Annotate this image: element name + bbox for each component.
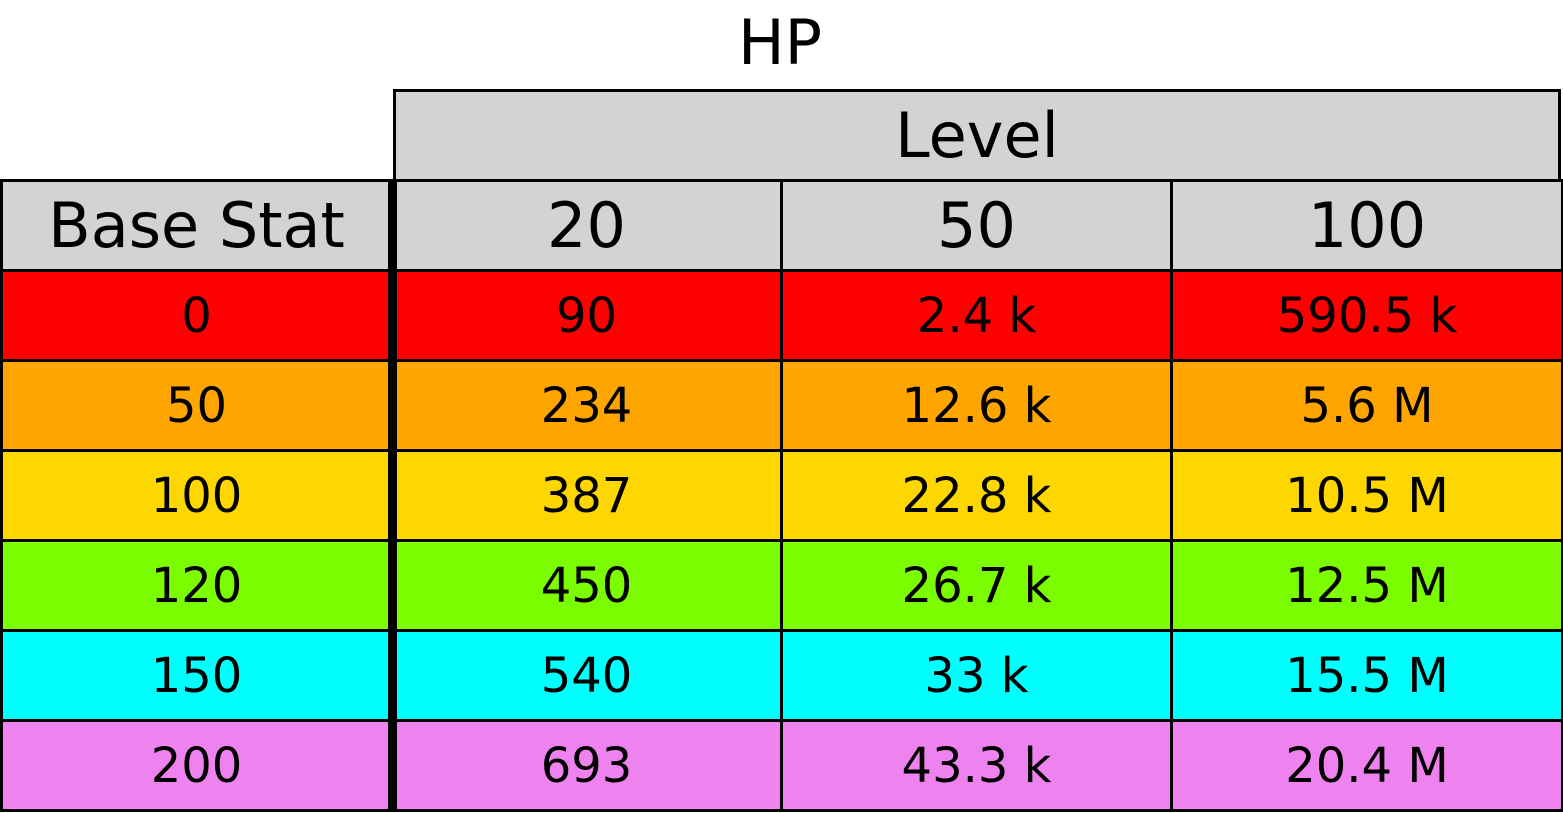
base-stat-cell: 100 [0,449,393,542]
base-stat-cell: 50 [0,359,393,452]
base-stat-cell: 150 [0,629,393,722]
hp-value-cell: 540 [390,629,783,722]
table-title-text: HP [737,6,823,79]
hp-value-cell: 20.4 M [1170,719,1563,812]
hp-value-cell: 12.6 k [780,359,1173,452]
hp-value-cell: 43.3 k [780,719,1173,812]
hp-value-cell: 693 [390,719,783,812]
hp-value-cell: 590.5 k [1170,269,1563,362]
hp-value-cell: 234 [390,359,783,452]
level-column-header: 50 [780,179,1173,272]
base-stat-header: Base Stat [0,179,393,272]
base-stat-cell: 0 [0,269,393,362]
level-group-header: Level [393,89,1561,182]
hp-value-cell: 90 [390,269,783,362]
hp-value-cell: 450 [390,539,783,632]
hp-value-cell: 26.7 k [780,539,1173,632]
hp-value-cell: 2.4 k [780,269,1173,362]
hp-value-cell: 15.5 M [1170,629,1563,722]
hp-value-cell: 12.5 M [1170,539,1563,632]
hp-value-cell: 22.8 k [780,449,1173,542]
hp-value-cell: 5.6 M [1170,359,1563,452]
hp-value-cell: 10.5 M [1170,449,1563,542]
hp-value-cell: 33 k [780,629,1173,722]
base-stat-cell: 120 [0,539,393,632]
table-title: HP [0,0,1563,86]
hp-value-cell: 387 [390,449,783,542]
base-stat-cell: 200 [0,719,393,812]
level-column-header: 20 [390,179,783,272]
level-column-header: 100 [1170,179,1563,272]
row-header-divider [388,179,397,811]
